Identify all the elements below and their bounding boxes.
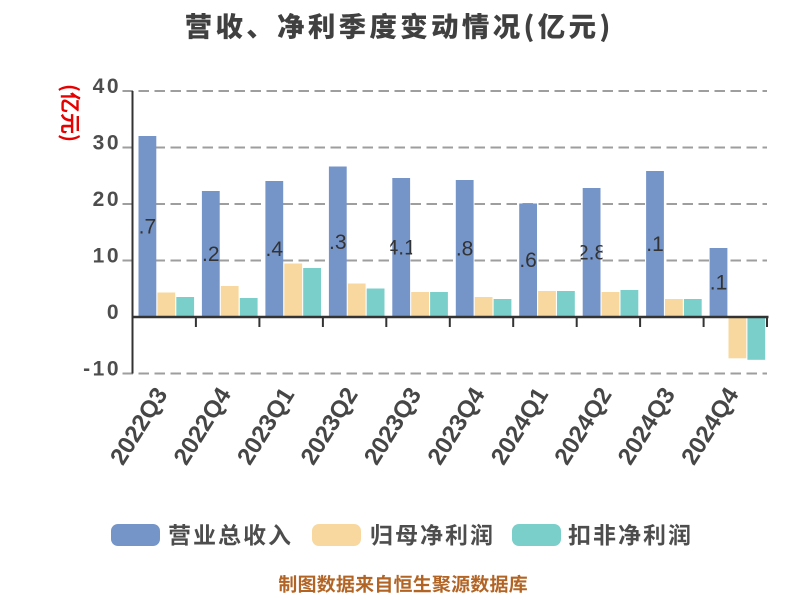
svg-text:.1: .1 [710, 272, 728, 295]
svg-text:-10: -10 [83, 358, 121, 381]
svg-text:.7: .7 [139, 216, 157, 239]
svg-text:2.8: 2.8 [577, 242, 606, 265]
svg-text:20: 20 [93, 188, 121, 211]
svg-text:.6: .6 [519, 249, 537, 272]
svg-text:4.1: 4.1 [387, 237, 416, 260]
svg-text:.2: .2 [202, 243, 220, 266]
svg-text:30: 30 [93, 132, 121, 155]
svg-text:.1: .1 [646, 233, 664, 256]
svg-text:.8: .8 [456, 238, 474, 261]
svg-text:40: 40 [93, 75, 121, 98]
svg-text:0: 0 [107, 301, 121, 324]
svg-text:10: 10 [93, 245, 121, 268]
svg-text:.3: .3 [329, 231, 347, 254]
svg-text:.4: .4 [266, 238, 284, 261]
